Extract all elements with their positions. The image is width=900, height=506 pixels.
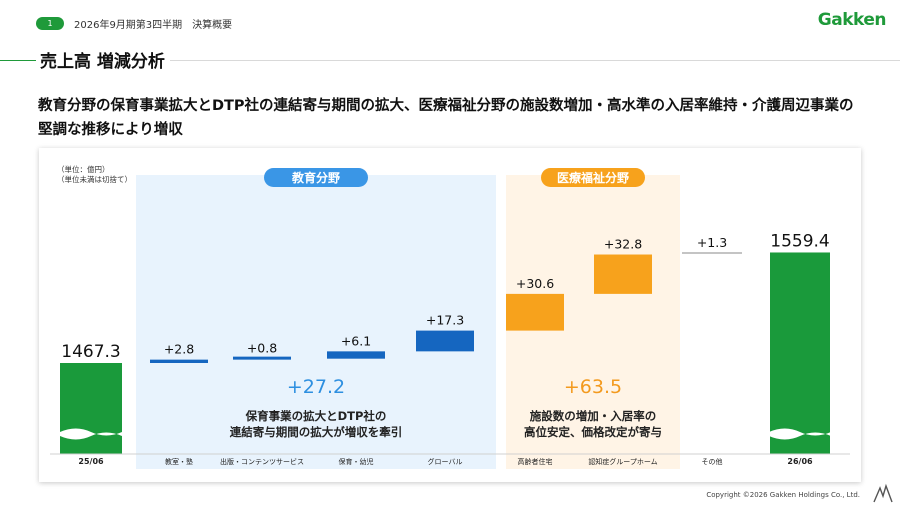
title-divider xyxy=(170,60,900,61)
corner-logo-mark xyxy=(873,483,893,503)
gakken-logo: Gakken xyxy=(817,10,887,30)
headline-summary: 教育分野の保育事業拡大とDTP社の連結寄与期間の拡大、医療福祉分野の施設数増加・… xyxy=(38,98,854,138)
report-caption: 2026年9月期第3四半期 決算概要 xyxy=(74,20,233,31)
chart-panel xyxy=(39,148,861,482)
title-accent-rule xyxy=(0,60,36,61)
unit-note-line: （単位未満は切捨て） xyxy=(57,175,132,184)
unit-note: （単位：億円） （単位未満は切捨て） xyxy=(57,165,132,185)
unit-note-line: （単位：億円） xyxy=(57,165,110,174)
copyright-footer: Copyright ©2026 Gakken Holdings Co., Ltd… xyxy=(706,491,860,499)
top-bar: 1 2026年9月期第3四半期 決算概要 Gakken xyxy=(0,0,900,40)
page-number-badge: 1 xyxy=(36,17,64,30)
page-title: 売上高 増減分析 xyxy=(40,52,165,72)
